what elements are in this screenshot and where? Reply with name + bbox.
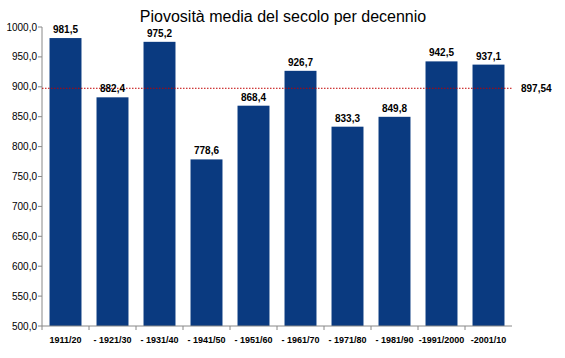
x-tick <box>89 326 90 330</box>
x-tick-label: - 1981/90 <box>375 335 413 345</box>
bar <box>238 106 270 326</box>
bar <box>191 159 223 326</box>
x-tick <box>277 326 278 330</box>
y-tick-label: 850,0 <box>12 111 37 122</box>
y-tick <box>38 27 42 28</box>
x-tick <box>371 326 372 330</box>
y-tick <box>38 266 42 267</box>
y-tick-label: 750,0 <box>12 171 37 182</box>
x-tick-label: - 1971/80 <box>328 335 366 345</box>
y-tick <box>38 176 42 177</box>
x-tick <box>42 326 43 330</box>
y-tick-label: 700,0 <box>12 201 37 212</box>
x-tick-label: - 1951/60 <box>234 335 272 345</box>
bar <box>332 127 364 326</box>
y-tick <box>38 236 42 237</box>
data-label: 981,5 <box>53 24 78 35</box>
x-tick <box>324 326 325 330</box>
data-label: 833,3 <box>335 113 360 124</box>
bars <box>50 38 505 326</box>
data-label: 942,5 <box>429 47 454 58</box>
x-tick-label: -2001/10 <box>471 335 507 345</box>
data-label: 926,7 <box>288 57 313 68</box>
y-tick <box>38 296 42 297</box>
y-tick <box>38 116 42 117</box>
y-tick-label: 900,0 <box>12 81 37 92</box>
x-tick-label: - 1921/30 <box>93 335 131 345</box>
x-tick <box>183 326 184 330</box>
y-tick-label: 550,0 <box>12 291 37 302</box>
y-tick-label: 500,0 <box>12 321 37 332</box>
x-tick-label: -1991/2000 <box>419 335 465 345</box>
data-label: 868,4 <box>241 92 266 103</box>
x-tick-label: - 1941/50 <box>187 335 225 345</box>
x-tick <box>465 326 466 330</box>
data-label: 849,8 <box>382 103 407 114</box>
bar <box>97 97 129 326</box>
y-tick-label: 600,0 <box>12 261 37 272</box>
x-tick <box>136 326 137 330</box>
y-tick-label: 650,0 <box>12 231 37 242</box>
x-tick <box>418 326 419 330</box>
bar <box>144 42 176 326</box>
y-tick-label: 1000,0 <box>6 22 37 33</box>
y-tick <box>38 206 42 207</box>
x-tick <box>230 326 231 330</box>
y-tick <box>38 146 42 147</box>
bar <box>379 117 411 326</box>
chart: Piovosità media del secolo per decennio 5… <box>0 0 565 358</box>
y-tick <box>38 86 42 87</box>
bar <box>473 65 505 326</box>
data-label: 937,1 <box>476 51 501 62</box>
average-label: 897,54 <box>521 83 552 94</box>
data-label: 778,6 <box>194 145 219 156</box>
data-label: 975,2 <box>147 28 172 39</box>
y-axis <box>42 27 43 326</box>
title: Piovosità media del secolo per decennio <box>140 8 427 25</box>
bar <box>426 61 458 326</box>
bar <box>285 71 317 326</box>
x-tick-label: - 1961/70 <box>281 335 319 345</box>
x-tick-label: - 1931/40 <box>140 335 178 345</box>
y-tick-label: 800,0 <box>12 141 37 152</box>
y-tick <box>38 56 42 57</box>
bar <box>50 38 82 326</box>
data-label: 882,4 <box>100 83 125 94</box>
y-tick <box>38 326 42 327</box>
y-tick-label: 950,0 <box>12 51 37 62</box>
x-tick-label: 1911/20 <box>49 335 81 345</box>
